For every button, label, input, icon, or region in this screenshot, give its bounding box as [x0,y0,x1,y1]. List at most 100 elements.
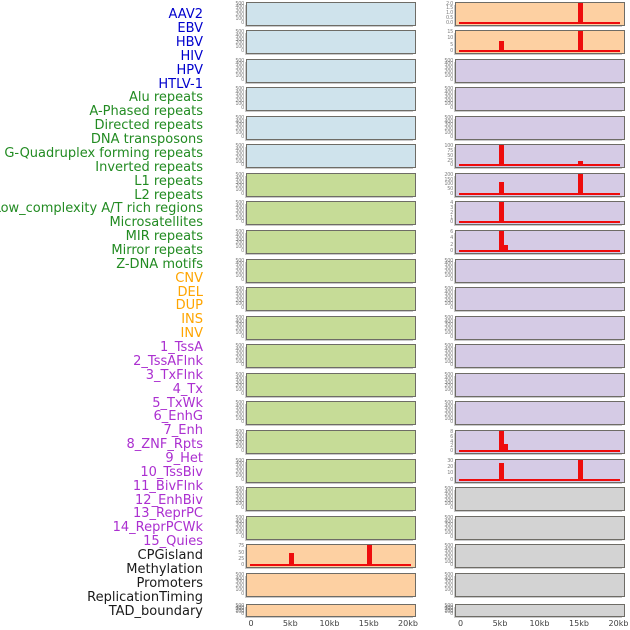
feature-label-ebv: EBV [177,21,203,37]
y-tick-label: 200 [444,583,453,590]
y-tick-label: 100 [444,301,453,308]
density-baseline [459,192,620,195]
density-spike-5kb [288,552,294,567]
y-tick-label: 0 [241,190,244,197]
y-tick-label: 300 [235,179,244,186]
y-tick-label: 500 [444,571,453,578]
y-tick-label: 500 [235,114,244,121]
y-tick-label: 100 [444,272,453,279]
feature-label-6-enhg: 6_EnhG [153,409,203,425]
y-tick-label: 0 [241,19,244,26]
y-tick-label: 200 [444,354,453,361]
y-tick-label: 400 [235,318,244,325]
panel-8-znf-rpts [455,258,625,283]
y-tick-label: 75 [447,148,453,155]
y-axis-ticks-alu-repeats: 500 400 300 200 100 0 [214,172,244,197]
panel-4-tx [455,144,625,169]
density-spike-5kb [498,145,504,167]
panel-htlv-1 [246,144,416,169]
feature-label-10-tssbiv: 10_TssBiv [140,464,203,480]
y-tick-label: 400 [444,118,453,125]
feature-label-hbv: HBV [175,35,203,51]
feature-label-low-complexity-a-t-rich-regions: Low_complexity A/T rich regions [0,201,203,217]
y-tick-label: 0 [450,248,453,255]
density-spike-15kb [577,31,583,53]
panel-9-het [455,287,625,312]
y-tick-label: 10 [447,35,453,42]
panel-methylation [455,515,625,540]
panel-aav2 [246,1,416,26]
y-tick-label: 0 [241,562,244,569]
feature-label-l1-repeats: L1 repeats [134,173,203,189]
feature-label-5-txwk: 5_TxWk [152,395,203,411]
y-axis-ticks-cpgisland: 500 400 300 200 100 0 [423,487,453,511]
y-tick-label: 500 [235,29,244,36]
panel-dna-transposons [246,258,416,283]
y-tick-label: 300 [444,408,453,415]
x-tick-label-left-10kb: 10kb [319,619,340,628]
y-tick-label: 400 [235,147,244,154]
y-tick-label: 300 [444,322,453,329]
y-tick-label: 6 [450,433,453,440]
y-axis-ticks-methylation: 500 400 300 200 100 0 [423,514,453,540]
y-tick-label: 300 [444,579,453,586]
y-tick-label: 6 [450,229,453,236]
y-tick-label: 200 [235,383,244,390]
y-tick-label: 150 [444,176,453,183]
y-tick-label: 100 [235,301,244,308]
y-axis-ticks-4-tx: 100 75 50 25 0 [423,144,453,168]
y-tick-label: 500 [444,514,453,521]
y-axis-ticks-tad-boundary: 500 400 300 200 100 0 [423,604,453,617]
y-tick-label: 0 [450,390,453,397]
y-tick-label: 0 [450,611,453,617]
panel-1-tssa [455,58,625,83]
feature-label-mirror-repeats: Mirror repeats [111,243,203,259]
y-tick-label: 400 [444,518,453,525]
y-tick-label: 100 [444,501,453,508]
x-tick-label-right-0: 0 [457,619,464,628]
density-spike-15kb [577,459,583,481]
feature-label-l2-repeats: L2 repeats [134,187,203,203]
y-tick-label: 400 [444,289,453,296]
y-axis-ticks-9-het: 500 400 300 200 100 0 [423,287,453,311]
density-baseline [459,21,620,24]
y-axis-ticks-mir-repeats: 500 400 300 200 100 0 [214,458,244,483]
y-tick-label: 0 [450,276,453,283]
y-tick-label: 25 [238,555,244,562]
y-tick-label: 300 [235,8,244,15]
y-tick-label: 100 [235,444,244,451]
density-spike-5kb [498,231,504,253]
y-tick-label: 0 [450,476,453,483]
feature-label-mir-repeats: MIR repeats [125,229,203,245]
y-tick-label: 0 [241,390,244,397]
y-tick-label: 0 [241,333,244,340]
y-tick-label: 300 [235,322,244,329]
feature-label-ins: INS [181,312,203,328]
y-tick-label: 400 [235,461,244,468]
y-tick-label: 0 [450,505,453,512]
y-tick-label: 200 [235,183,244,190]
y-tick-label: 200 [444,607,453,614]
y-tick-label: 400 [444,61,453,68]
panel-cpgisland [455,487,625,512]
panel-15-quies [455,458,625,483]
feature-label-dup: DUP [175,298,203,314]
panel-2-tssaflnk [455,87,625,112]
y-tick-label: 100 [444,558,453,565]
y-tick-label: 200 [235,497,244,504]
y-tick-label: 100 [235,129,244,136]
y-tick-label: 100 [444,129,453,136]
y-tick-label: 200 [444,326,453,333]
y-tick-label: 300 [235,579,244,586]
y-tick-label: 300 [444,493,453,500]
y-axis-ticks-z-dna-motifs: 500 400 300 200 100 0 [214,515,244,540]
y-tick-label: 400 [235,375,244,382]
y-tick-label: 500 [235,286,244,293]
feature-label-a-phased-repeats: A-Phased repeats [89,104,203,120]
y-tick-label: 500 [235,429,244,436]
panel-hbv [246,58,416,83]
y-tick-label: 0 [450,362,453,369]
panel-10-tssbiv [455,315,625,340]
panel-ins [455,1,625,26]
